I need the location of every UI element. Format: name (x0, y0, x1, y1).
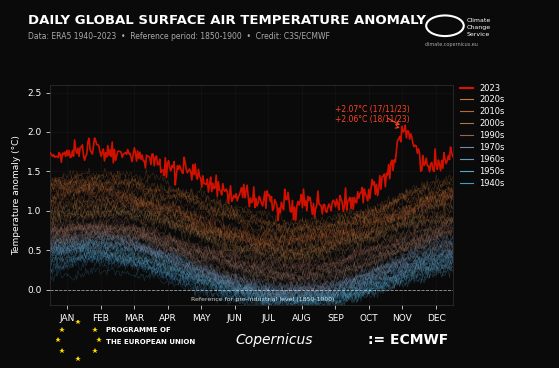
Text: Climate: Climate (466, 18, 491, 23)
Text: Change: Change (466, 25, 491, 30)
Text: Copernicus: Copernicus (235, 333, 312, 347)
Text: PROGRAMME OF: PROGRAMME OF (106, 327, 171, 333)
Text: +2.07°C (17/11/23): +2.07°C (17/11/23) (335, 105, 410, 124)
Text: := ECMWF: := ECMWF (368, 333, 448, 347)
Y-axis label: Temperature anomaly (°C): Temperature anomaly (°C) (12, 135, 21, 255)
Text: DAILY GLOBAL SURFACE AIR TEMPERATURE ANOMALY: DAILY GLOBAL SURFACE AIR TEMPERATURE ANO… (28, 14, 426, 27)
Legend: 2023, 2020s, 2010s, 2000s, 1990s, 1970s, 1960s, 1950s, 1940s: 2023, 2020s, 2010s, 2000s, 1990s, 1970s,… (457, 80, 508, 191)
Text: climate.copernicus.eu: climate.copernicus.eu (425, 42, 479, 47)
Text: Data: ERA5 1940–2023  •  Reference period: 1850-1900  •  Credit: C3S/ECMWF: Data: ERA5 1940–2023 • Reference period:… (28, 32, 330, 40)
Text: THE EUROPEAN UNION: THE EUROPEAN UNION (106, 339, 196, 346)
Text: +2.06°C (18/11/23): +2.06°C (18/11/23) (335, 115, 410, 128)
Text: Service: Service (466, 32, 490, 38)
Text: Reference for pre-industrial level (1850-1900): Reference for pre-industrial level (1850… (191, 297, 335, 302)
